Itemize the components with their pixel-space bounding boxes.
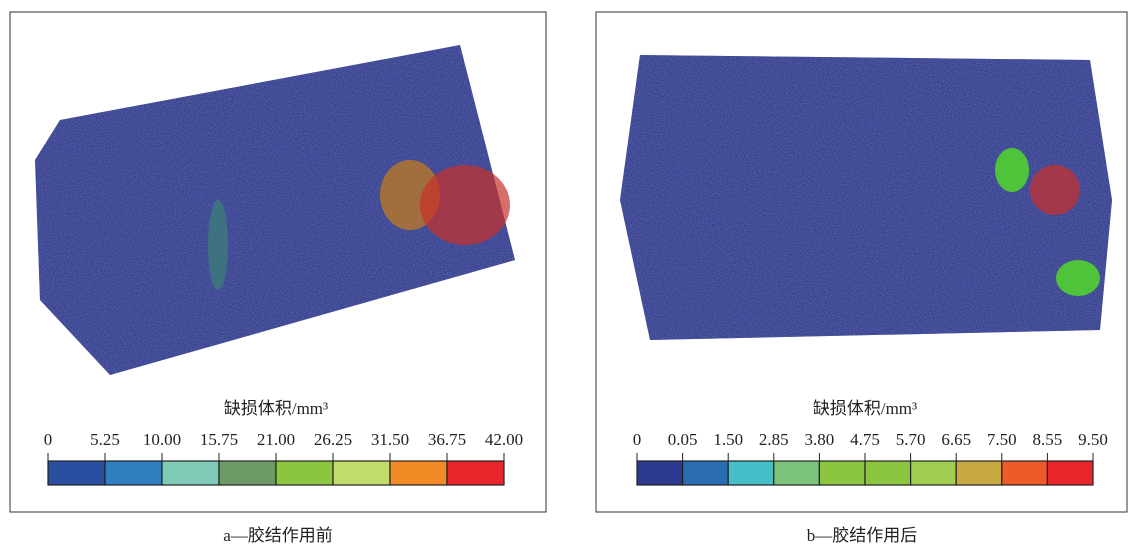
tick-label: 1.50	[713, 430, 743, 449]
colorbar-segment	[818, 460, 866, 486]
panel-frame	[9, 11, 547, 513]
caption: b—胶结作用后	[807, 526, 918, 545]
colorbar-title: 缺损体积/mm³	[813, 399, 917, 418]
tick-label: 6.65	[941, 430, 971, 449]
colorbar-segment	[1001, 460, 1048, 486]
colorbar-segment	[773, 460, 820, 486]
colorbar-segment	[218, 460, 277, 486]
tick-label: 10.00	[143, 430, 181, 449]
colorbar-segment	[275, 460, 334, 486]
tick-label: 3.80	[805, 430, 835, 449]
colorbar-segment	[909, 460, 957, 486]
tick-label: 8.55	[1033, 430, 1063, 449]
tick-label: 42.00	[485, 430, 523, 449]
panel-frame	[595, 11, 1128, 513]
colorbar-segment	[864, 460, 912, 486]
colorbar-title: 缺损体积/mm³	[224, 399, 328, 418]
tick-label: 0	[44, 430, 53, 449]
colorbar-segment	[636, 460, 684, 486]
colorbar-segment	[727, 460, 775, 486]
ct-image	[620, 55, 1112, 340]
tick-label: 31.50	[371, 430, 409, 449]
tick-label: 9.50	[1078, 430, 1108, 449]
tick-label: 7.50	[987, 430, 1017, 449]
ct-image	[35, 45, 515, 375]
colorbar-segment	[161, 460, 220, 486]
colorbar-segment	[332, 460, 391, 486]
caption: a—胶结作用前	[223, 526, 333, 545]
colorbar-segment	[389, 460, 448, 486]
colorbar-segment	[104, 460, 163, 486]
tick-label: 15.75	[200, 430, 238, 449]
tick-label: 36.75	[428, 430, 466, 449]
tick-label: 21.00	[257, 430, 295, 449]
tick-label: 26.25	[314, 430, 352, 449]
colorbar-segment	[955, 460, 1003, 486]
colorbar-segment	[446, 460, 505, 486]
tick-label: 4.75	[850, 430, 880, 449]
colorbar-segment	[47, 460, 106, 486]
tick-label: 0.05	[668, 430, 698, 449]
colorbar-segment	[1046, 460, 1094, 486]
colorbar-segment	[681, 460, 729, 486]
tick-label: 0	[633, 430, 642, 449]
tick-label: 2.85	[759, 430, 789, 449]
tick-label: 5.70	[896, 430, 926, 449]
tick-label: 5.25	[90, 430, 120, 449]
